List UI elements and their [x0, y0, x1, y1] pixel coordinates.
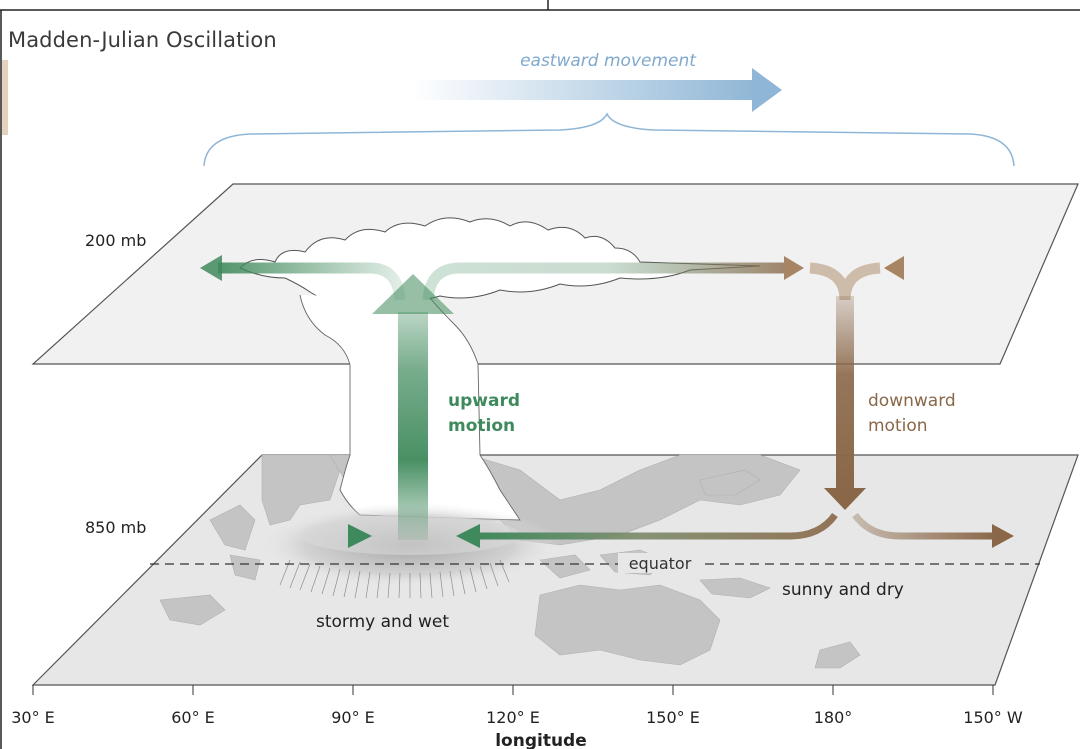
- tick-90e: 90° E: [331, 708, 375, 727]
- label-200mb: 200 mb: [85, 231, 146, 250]
- tick-60e: 60° E: [171, 708, 215, 727]
- stormy-label: stormy and wet: [316, 612, 449, 632]
- tick-120e: 120° E: [486, 708, 540, 727]
- lower-inflow-east: [456, 512, 838, 548]
- axis-label-longitude: longitude: [495, 731, 587, 749]
- upper-outflow-west: [200, 255, 406, 301]
- tick-150e: 150° E: [646, 708, 700, 727]
- longitude-axis: [32, 685, 994, 695]
- lower-inflow-west: [210, 524, 372, 548]
- downward-label-line2: motion: [868, 416, 928, 436]
- diagram-title: Madden-Julian Oscillation: [8, 28, 277, 52]
- label-850mb: 850 mb: [85, 518, 146, 537]
- eastward-label: eastward movement: [520, 51, 697, 71]
- lower-outflow-east: [852, 512, 1014, 548]
- downward-label-line1: downward: [868, 391, 956, 411]
- extent-brace: [203, 112, 1015, 167]
- upper-convergence-curve: [809, 262, 881, 301]
- eastward-arrow: [412, 68, 782, 112]
- downward-arrow: [824, 296, 866, 510]
- sunny-label: sunny and dry: [782, 580, 904, 600]
- upward-label-line2: motion: [448, 416, 515, 436]
- tick-180: 180°: [814, 708, 853, 727]
- tick-30e: 30° E: [11, 708, 55, 727]
- tick-150w: 150° W: [963, 708, 1023, 727]
- upward-label-line1: upward: [448, 391, 520, 411]
- upper-inflow-east: [884, 256, 985, 280]
- equator-label: equator: [629, 554, 692, 573]
- upper-outflow-east: [422, 256, 804, 301]
- frame-edge-mark: [2, 60, 8, 135]
- upward-arrow: [372, 274, 454, 540]
